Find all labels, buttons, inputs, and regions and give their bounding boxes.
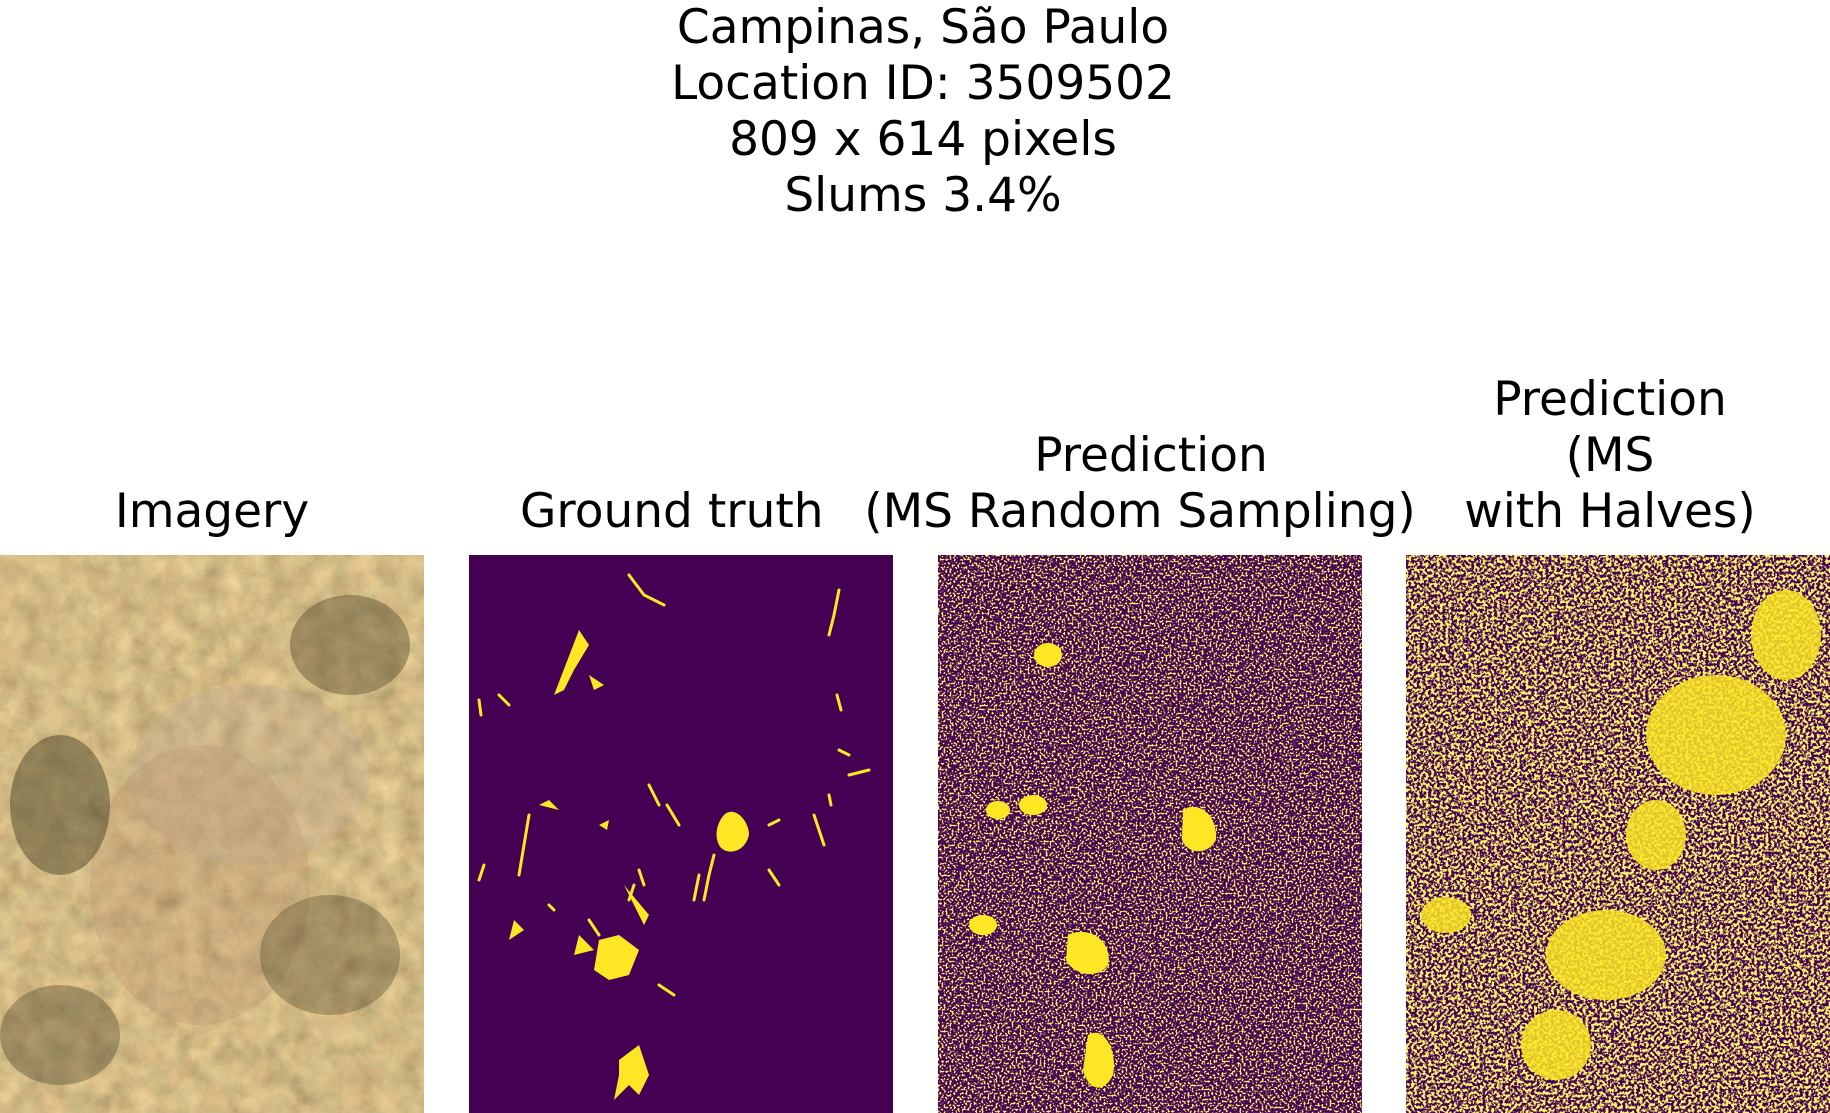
title-line-location-id: Location ID: 3509502 — [671, 56, 1175, 111]
prediction-halves-mask — [1406, 555, 1830, 1113]
ground-truth-mask — [469, 555, 893, 1113]
prediction-halves-panel — [1406, 555, 1830, 1113]
title-line-slum-share: Slums 3.4% — [784, 168, 1062, 223]
panel-title-ground-truth: Ground truth — [520, 484, 824, 539]
panel-title-imagery: Imagery — [114, 484, 310, 539]
satellite-image — [0, 555, 424, 1113]
figure-title: Campinas, São Paulo Location ID: 3509502… — [0, 0, 1830, 224]
title-line-dimensions: 809 x 614 pixels — [729, 112, 1117, 167]
panel-title-prediction-halves: Prediction (MS with Halves) — [1464, 372, 1756, 539]
ground-truth-panel — [469, 555, 893, 1113]
prediction-random-sampling-panel — [938, 555, 1362, 1113]
prediction-random-sampling-mask — [938, 555, 1362, 1113]
title-line-city: Campinas, São Paulo — [676, 0, 1170, 55]
panel-title-prediction-random-sampling: Prediction (MS Random Sampling) — [864, 428, 1416, 539]
imagery-panel — [0, 555, 424, 1113]
